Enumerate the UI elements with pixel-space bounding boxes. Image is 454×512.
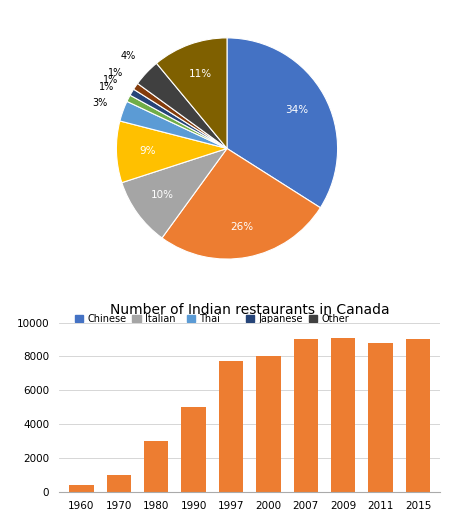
Wedge shape bbox=[133, 83, 227, 148]
Text: 26%: 26% bbox=[230, 222, 253, 232]
Text: 3%: 3% bbox=[93, 98, 108, 108]
Wedge shape bbox=[122, 148, 227, 238]
Text: 9%: 9% bbox=[139, 146, 156, 156]
Bar bbox=[107, 475, 131, 492]
Bar bbox=[256, 356, 281, 492]
Text: 4%: 4% bbox=[121, 51, 136, 61]
Wedge shape bbox=[138, 63, 227, 148]
Text: 1%: 1% bbox=[99, 82, 114, 92]
Wedge shape bbox=[157, 38, 227, 148]
Bar bbox=[144, 441, 168, 492]
Text: 11%: 11% bbox=[188, 69, 212, 78]
Bar bbox=[219, 361, 243, 492]
Bar bbox=[69, 485, 94, 492]
Bar bbox=[331, 338, 355, 492]
Wedge shape bbox=[130, 89, 227, 148]
Wedge shape bbox=[120, 101, 227, 148]
Bar bbox=[294, 339, 318, 492]
Bar bbox=[182, 407, 206, 492]
Bar bbox=[406, 339, 430, 492]
Text: 10%: 10% bbox=[151, 190, 174, 200]
Wedge shape bbox=[227, 38, 338, 208]
Title: Number of Indian restaurants in Canada: Number of Indian restaurants in Canada bbox=[110, 303, 390, 317]
Bar bbox=[368, 343, 393, 492]
Text: 1%: 1% bbox=[103, 75, 118, 85]
Legend: Chinese, Indian, Italian, Persian, Thai, Mexican, Japanese, Greek, Other, Never : Chinese, Indian, Italian, Persian, Thai,… bbox=[71, 310, 383, 343]
Wedge shape bbox=[162, 148, 321, 259]
Wedge shape bbox=[116, 121, 227, 183]
Text: 34%: 34% bbox=[285, 105, 308, 115]
Wedge shape bbox=[127, 95, 227, 148]
Text: 1%: 1% bbox=[108, 68, 123, 78]
